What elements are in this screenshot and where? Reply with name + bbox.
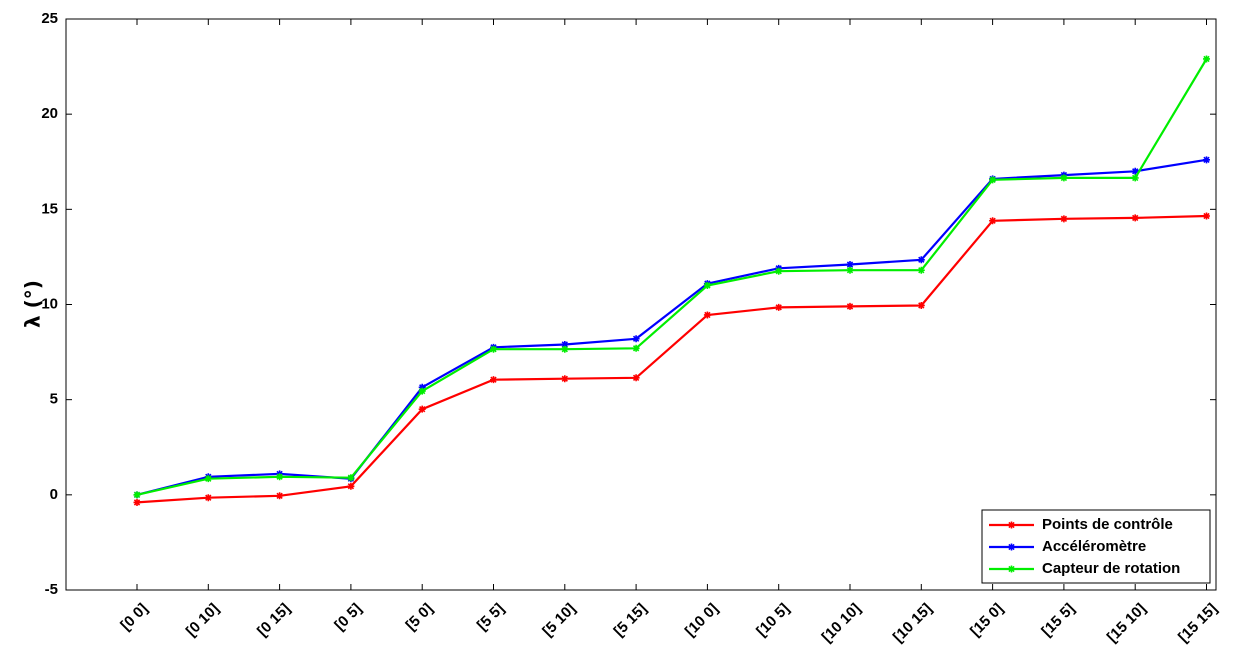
- data-point: [703, 311, 711, 319]
- x-tick-label: [0 0]: [117, 600, 151, 634]
- x-tick-label: [10 5]: [753, 600, 793, 640]
- series-2: [133, 55, 1210, 499]
- data-point: [490, 376, 497, 384]
- plot-area: [65, 18, 1217, 591]
- x-tick-label: [15 10]: [1104, 600, 1150, 646]
- data-point: [204, 494, 212, 502]
- series-0: [133, 212, 1210, 506]
- data-point: [917, 256, 925, 264]
- x-tick-label: [15 15]: [1175, 600, 1221, 646]
- x-tick-label: [10 15]: [890, 600, 936, 646]
- x-tick-label: [10 10]: [819, 600, 865, 646]
- x-tick-label: [0 10]: [183, 600, 223, 640]
- data-point: [703, 281, 711, 289]
- y-tick-label: 10: [41, 295, 58, 312]
- series-line: [136, 214, 1207, 504]
- data-point: [775, 303, 783, 311]
- x-tick-label: [10 0]: [682, 600, 722, 640]
- data-point: [1131, 174, 1139, 182]
- legend-label: Capteur de rotation: [1042, 560, 1180, 577]
- x-tick-label: [15 5]: [1038, 600, 1078, 640]
- data-point: [1203, 212, 1210, 220]
- y-axis-label: λ (°): [21, 280, 45, 328]
- x-tick-label: [15 0]: [967, 600, 1007, 640]
- data-point: [917, 301, 925, 309]
- data-point: [561, 345, 569, 353]
- x-tick-label: [5 5]: [474, 600, 508, 634]
- data-point: [276, 492, 284, 500]
- y-tick-label: 20: [41, 105, 58, 122]
- data-point: [846, 261, 854, 269]
- legend-marker: [1008, 565, 1015, 573]
- x-tick-label: [0 5]: [331, 600, 365, 634]
- y-tick-labels: -5 0 5 10 15 20 25: [41, 10, 58, 598]
- legend-marker: [1008, 521, 1015, 529]
- data-point: [775, 267, 783, 275]
- x-tick-label: [5 15]: [611, 600, 651, 640]
- x-tick-label: [5 10]: [539, 600, 579, 640]
- data-point: [1203, 55, 1210, 63]
- data-point: [632, 374, 640, 382]
- data-point: [846, 302, 854, 310]
- data-point: [917, 266, 925, 274]
- data-point: [561, 375, 569, 383]
- y-tick-label: -5: [45, 581, 58, 598]
- data-point: [490, 345, 497, 353]
- legend-marker: [1008, 543, 1015, 551]
- data-point: [1203, 156, 1210, 164]
- data-point: [418, 383, 426, 391]
- data-point: [418, 387, 426, 395]
- series-lines: [133, 55, 1210, 506]
- legend-label: Points de contrôle: [1042, 516, 1173, 533]
- data-point: [561, 340, 569, 348]
- series-line: [136, 58, 1208, 496]
- data-point: [276, 473, 284, 481]
- data-point: [347, 482, 355, 490]
- data-point: [347, 474, 355, 482]
- x-tick-label: [5 0]: [403, 600, 437, 634]
- data-point: [846, 266, 854, 274]
- data-point: [632, 335, 640, 343]
- data-point: [632, 344, 640, 352]
- legend-label: Accéléromètre: [1042, 538, 1146, 555]
- y-tick-label: 25: [41, 10, 58, 27]
- axis-ticks: [66, 18, 1216, 591]
- data-point: [1060, 174, 1068, 182]
- data-point: [1131, 167, 1139, 175]
- data-point: [1131, 214, 1139, 222]
- data-point: [989, 176, 997, 184]
- data-point: [1060, 215, 1068, 223]
- y-tick-label: 5: [50, 391, 58, 408]
- y-tick-label: 15: [41, 200, 58, 217]
- data-point: [133, 491, 141, 499]
- data-point: [204, 475, 212, 483]
- y-tick-label: 0: [50, 486, 58, 503]
- data-point: [989, 217, 997, 225]
- legend: Points de contrôle Accéléromètre Capteur d…: [981, 509, 1211, 584]
- x-tick-labels: [0 0] [0 10] [0 15] [0 5] [5 0] [5 5] [5 10] [5…: [117, 600, 1220, 646]
- data-point: [418, 405, 426, 413]
- x-tick-label: [0 15]: [254, 600, 294, 640]
- data-point: [133, 498, 141, 506]
